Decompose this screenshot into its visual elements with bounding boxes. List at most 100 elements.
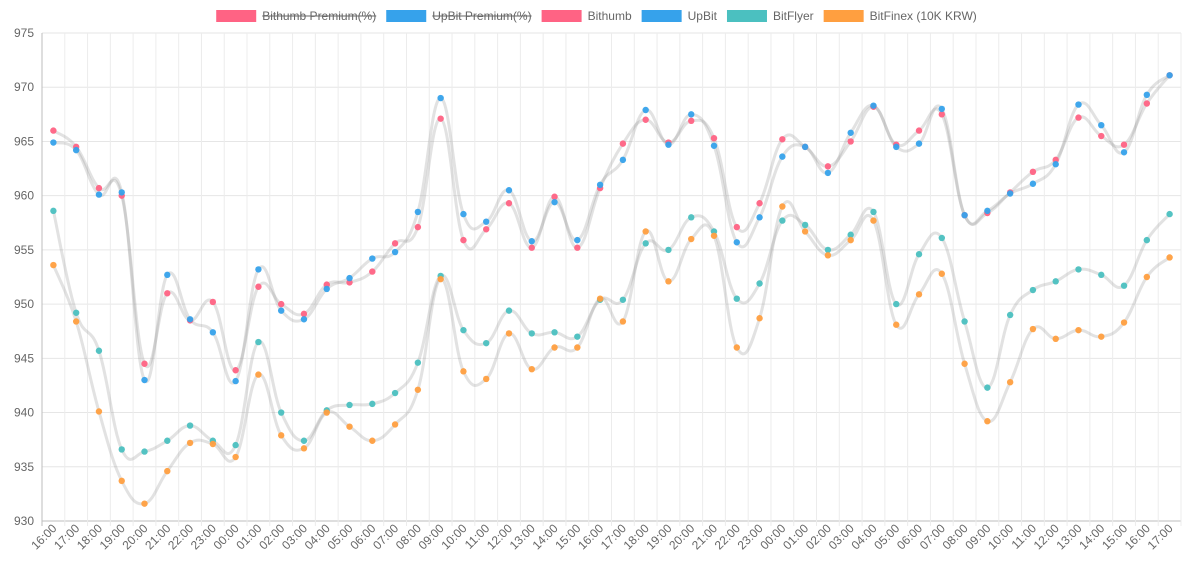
data-point[interactable]	[824, 246, 832, 254]
data-point[interactable]	[665, 246, 672, 254]
data-point[interactable]	[209, 298, 217, 306]
data-point[interactable]	[300, 445, 308, 452]
data-point[interactable]	[619, 296, 627, 303]
data-point[interactable]	[483, 375, 490, 383]
data-point[interactable]	[756, 200, 763, 207]
data-point[interactable]	[574, 244, 581, 251]
data-point[interactable]	[961, 211, 968, 219]
data-point[interactable]	[209, 440, 217, 448]
data-point[interactable]	[642, 240, 649, 247]
data-point[interactable]	[870, 102, 877, 109]
legend-item[interactable]: UpBit	[641, 9, 718, 23]
data-point[interactable]	[255, 266, 262, 273]
data-point[interactable]	[847, 138, 854, 145]
data-point[interactable]	[232, 377, 239, 385]
data-point[interactable]	[688, 111, 695, 118]
data-point[interactable]	[141, 500, 148, 507]
data-point[interactable]	[209, 329, 217, 336]
data-point[interactable]	[1006, 190, 1014, 197]
data-point[interactable]	[1120, 149, 1128, 156]
data-point[interactable]	[870, 208, 877, 216]
data-point[interactable]	[779, 203, 786, 210]
data-point[interactable]	[255, 371, 262, 378]
data-point[interactable]	[118, 477, 125, 485]
data-point[interactable]	[961, 318, 968, 325]
data-point[interactable]	[346, 274, 353, 282]
data-point[interactable]	[551, 198, 558, 206]
data-point[interactable]	[984, 207, 991, 215]
data-point[interactable]	[779, 217, 786, 224]
data-point[interactable]	[619, 156, 627, 164]
data-point[interactable]	[688, 117, 695, 125]
data-point[interactable]	[118, 189, 125, 196]
data-point[interactable]	[574, 333, 581, 340]
data-point[interactable]	[551, 344, 558, 351]
data-point[interactable]	[255, 338, 262, 346]
data-point[interactable]	[141, 448, 148, 455]
data-point[interactable]	[733, 223, 740, 231]
data-point[interactable]	[505, 187, 513, 194]
data-point[interactable]	[710, 142, 718, 149]
data-point[interactable]	[1029, 325, 1037, 333]
data-point[interactable]	[528, 330, 535, 337]
data-point[interactable]	[642, 106, 649, 114]
data-point[interactable]	[118, 446, 125, 453]
data-point[interactable]	[391, 248, 399, 256]
data-point[interactable]	[1006, 311, 1014, 319]
data-point[interactable]	[50, 207, 57, 215]
data-point[interactable]	[505, 330, 513, 337]
legend-item[interactable]: BitFinex (10K KRW)	[823, 9, 977, 23]
data-point[interactable]	[437, 115, 444, 122]
data-point[interactable]	[186, 422, 194, 429]
data-point[interactable]	[596, 295, 604, 302]
data-point[interactable]	[1120, 319, 1128, 326]
data-point[interactable]	[232, 453, 239, 461]
data-point[interactable]	[186, 439, 194, 447]
data-point[interactable]	[414, 223, 422, 231]
data-point[interactable]	[733, 239, 740, 246]
data-point[interactable]	[1029, 168, 1037, 176]
data-point[interactable]	[277, 300, 285, 308]
data-point[interactable]	[1075, 114, 1082, 121]
data-point[interactable]	[95, 408, 103, 415]
legend-item[interactable]: Bithumb	[541, 9, 632, 23]
data-point[interactable]	[460, 236, 467, 244]
data-point[interactable]	[779, 136, 786, 143]
data-point[interactable]	[346, 423, 353, 430]
data-point[interactable]	[984, 384, 991, 391]
data-point[interactable]	[414, 359, 422, 366]
data-point[interactable]	[460, 368, 467, 375]
data-point[interactable]	[938, 105, 946, 113]
data-point[interactable]	[1075, 101, 1082, 108]
data-point[interactable]	[1052, 161, 1059, 168]
data-point[interactable]	[1120, 282, 1128, 289]
data-point[interactable]	[847, 231, 854, 238]
data-point[interactable]	[369, 400, 376, 408]
data-point[interactable]	[391, 240, 399, 247]
data-point[interactable]	[984, 418, 991, 425]
data-point[interactable]	[574, 344, 581, 351]
data-point[interactable]	[551, 329, 558, 336]
data-point[interactable]	[277, 409, 285, 416]
data-point[interactable]	[756, 315, 763, 322]
data-point[interactable]	[300, 310, 308, 318]
data-point[interactable]	[801, 228, 809, 235]
data-point[interactable]	[72, 318, 80, 325]
data-point[interactable]	[665, 278, 672, 285]
data-point[interactable]	[642, 116, 649, 123]
data-point[interactable]	[277, 432, 285, 439]
legend-item[interactable]: UpBit Premium(%)	[386, 9, 532, 23]
data-point[interactable]	[733, 344, 740, 351]
data-point[interactable]	[346, 401, 353, 409]
data-point[interactable]	[95, 184, 103, 192]
data-point[interactable]	[551, 193, 558, 200]
data-point[interactable]	[483, 218, 490, 225]
data-point[interactable]	[369, 268, 376, 275]
data-point[interactable]	[915, 127, 923, 134]
data-point[interactable]	[1098, 333, 1105, 340]
data-point[interactable]	[801, 221, 809, 229]
data-point[interactable]	[1006, 378, 1014, 386]
data-point[interactable]	[1120, 141, 1128, 148]
data-point[interactable]	[801, 143, 809, 151]
data-point[interactable]	[688, 214, 695, 221]
